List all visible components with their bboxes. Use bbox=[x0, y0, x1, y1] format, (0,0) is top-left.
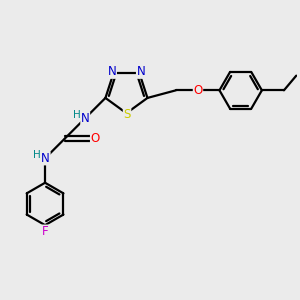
Text: N: N bbox=[108, 65, 116, 78]
Text: O: O bbox=[193, 84, 203, 97]
Text: N: N bbox=[136, 65, 145, 78]
Text: O: O bbox=[91, 132, 100, 145]
Text: H: H bbox=[33, 150, 41, 160]
Text: S: S bbox=[123, 108, 131, 121]
Text: N: N bbox=[41, 152, 50, 165]
Text: N: N bbox=[81, 112, 90, 125]
Text: H: H bbox=[73, 110, 80, 120]
Text: F: F bbox=[42, 225, 48, 238]
